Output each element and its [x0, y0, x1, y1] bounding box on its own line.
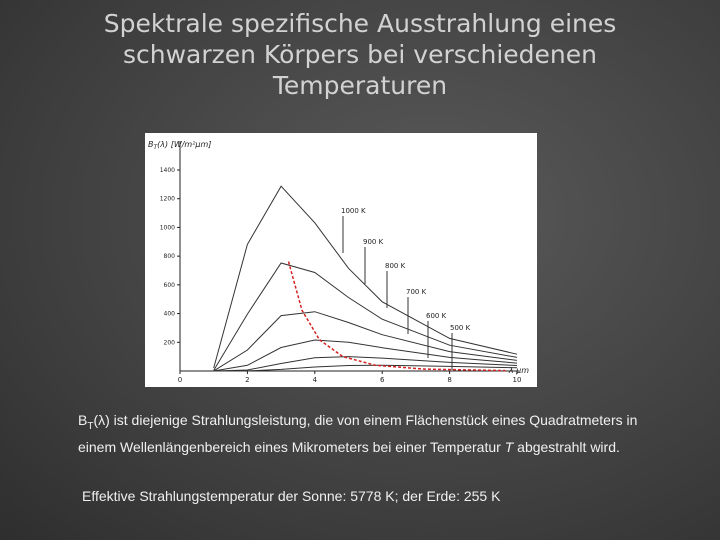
y-tick-label: 1200: [160, 196, 175, 203]
y-label-part: B: [148, 140, 154, 149]
paragraph: Effektive Strahlungstemperatur der Sonne…: [82, 486, 642, 506]
figure: BT(λ) [W/m²µm] λ µm 200 400 600 800 1000 1200…: [145, 133, 537, 387]
text: abgestrahlt wird.: [513, 438, 620, 455]
text: Effektive Strahlungstemperatur der Sonne…: [82, 488, 501, 504]
series-line: [213, 311, 518, 372]
series-line: [213, 185, 518, 369]
text: B: [78, 412, 88, 428]
subscript: T: [87, 420, 94, 432]
series-label: 500 K: [450, 324, 471, 332]
series-line: [213, 364, 518, 372]
x-tick-label: 8: [447, 376, 451, 384]
series-line: [213, 356, 518, 372]
y-axis-label: BT(λ) [W/m²µm]: [148, 140, 211, 151]
series-label: 700 K: [406, 288, 427, 296]
italic: T: [504, 438, 514, 455]
series-line: [213, 262, 518, 371]
series-line: [213, 339, 518, 372]
y-label-sub: T: [154, 144, 159, 151]
y-tick-label: 400: [164, 311, 176, 318]
series-label: 600 K: [426, 312, 447, 320]
y-tick-label: 800: [164, 253, 176, 260]
y-tick-label: 1000: [160, 224, 175, 231]
x-tick-label: 2: [245, 376, 249, 384]
x-tick-label: 4: [313, 376, 318, 384]
y-tick-label: 1400: [160, 167, 175, 174]
paragraph: BT(λ) ist diejenige Strahlungsleistung, …: [78, 410, 638, 457]
y-tick-label: 600: [164, 282, 176, 289]
x-tick-label: 10: [513, 376, 522, 384]
text: (λ) ist diejenige Strahlungsleistung, di…: [78, 412, 638, 455]
y-label-part: (λ) [W/m²µm]: [157, 140, 211, 149]
y-tick-label: 200: [164, 339, 176, 346]
x-tick-label: 0: [178, 376, 182, 384]
slide-title: Spektrale spezifische Ausstrahlung eines…: [103, 9, 617, 100]
series-label: 1000 K: [341, 207, 366, 215]
series-label: 900 K: [363, 238, 384, 246]
peak-line: [287, 261, 506, 372]
chart: BT(λ) [W/m²µm] λ µm 20040060080010001200…: [148, 140, 529, 384]
series-label: 800 K: [385, 262, 406, 270]
x-tick-label: 6: [380, 376, 385, 384]
